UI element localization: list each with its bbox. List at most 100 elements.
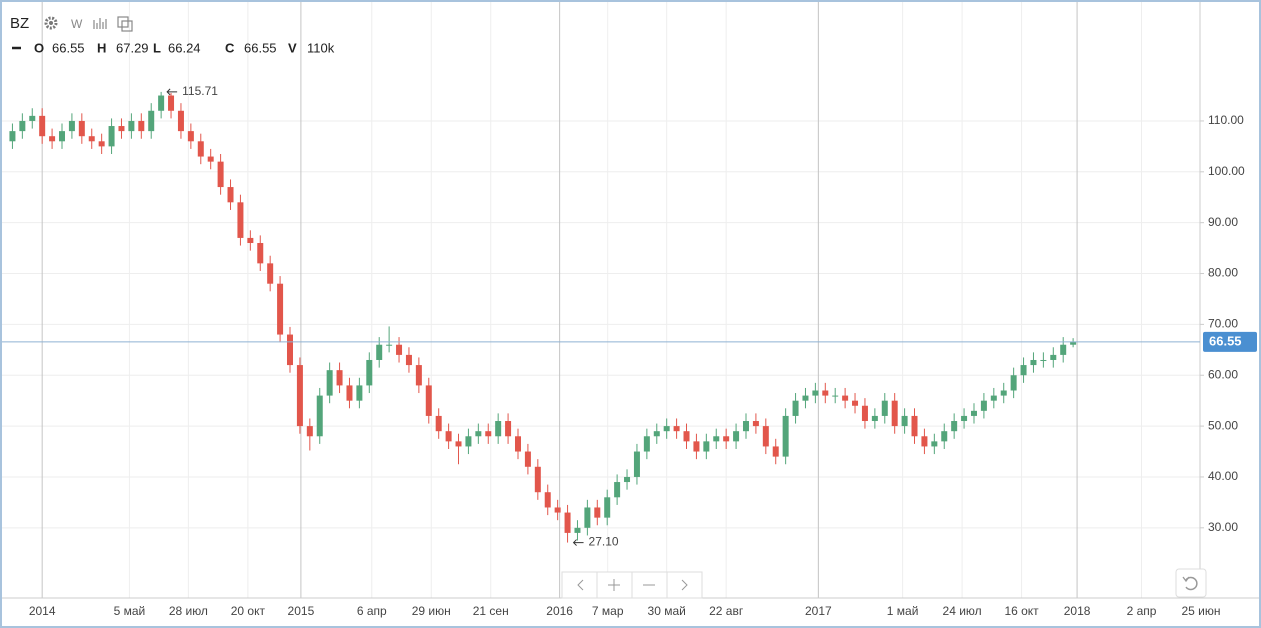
zoom-in[interactable] (608, 572, 633, 598)
x-tick-label: 2 апр (1127, 604, 1157, 618)
candle-body (495, 421, 502, 437)
candle-body (39, 115, 46, 137)
candle-body (524, 451, 531, 467)
candle-body (197, 141, 204, 157)
candle-body (534, 466, 541, 493)
candle-body (544, 492, 551, 508)
scroll-left[interactable] (577, 572, 598, 598)
x-tick-label: 6 апр (357, 604, 387, 618)
candle-body (643, 436, 650, 452)
candle-body (871, 415, 878, 422)
candle-body (29, 115, 36, 121)
candle-body (316, 395, 323, 437)
candle-body (980, 400, 987, 411)
x-tick-label: 16 окт (1004, 604, 1039, 618)
candle-body (762, 426, 769, 447)
indicator-icon[interactable] (93, 18, 107, 29)
candle-body (207, 156, 214, 162)
candle-body (1070, 341, 1077, 345)
candle-body (366, 359, 373, 386)
y-tick-label: 100.00 (1208, 164, 1245, 178)
candle-body (475, 431, 482, 437)
candle-body (187, 131, 194, 142)
candle-body (148, 110, 155, 132)
settings-icon[interactable] (44, 16, 58, 30)
ohlc-legend: O 66.55 H 67.29 L 66.24 C 66.55 V 110k (34, 40, 335, 55)
candle-body (911, 415, 918, 437)
reset-button[interactable] (1175, 568, 1207, 598)
candle-body (425, 385, 432, 416)
candle-body (653, 431, 660, 437)
symbol[interactable]: BZ (10, 15, 29, 32)
candle-body (227, 187, 234, 203)
last-price-label: 66.55 (1209, 333, 1242, 348)
candle-body (1030, 359, 1037, 366)
scroll-right[interactable] (681, 579, 688, 591)
legend-value: 66.55 (52, 40, 85, 55)
candle-body (723, 436, 730, 442)
interval[interactable]: W (71, 17, 83, 31)
candle-body (505, 421, 512, 437)
x-tick-label: 21 сен (473, 604, 509, 618)
candle-body (733, 431, 740, 442)
candle-body (118, 126, 125, 132)
candle-body (9, 131, 16, 142)
candle-body (742, 421, 749, 432)
candle-body (842, 395, 849, 401)
candle-body (564, 512, 571, 533)
candle-body (49, 136, 56, 142)
candle-body (306, 426, 313, 437)
candle-body (802, 395, 809, 401)
candle-body (296, 365, 303, 427)
candle-body (614, 482, 621, 498)
candle-body (336, 370, 343, 386)
candle-body (1040, 359, 1047, 361)
candle-body (901, 415, 908, 427)
legend-value: 67.29 (116, 40, 149, 55)
candle-body (88, 136, 95, 142)
x-tick-label: 2016 (546, 604, 573, 618)
candle-body (921, 436, 928, 447)
x-tick-label: 5 май (114, 604, 146, 618)
candle-body (485, 431, 492, 437)
candle-body (435, 415, 442, 432)
candle-body (693, 441, 700, 452)
candle-body (19, 120, 26, 132)
legend-key: C (225, 40, 235, 55)
candle-body (554, 507, 561, 513)
x-tick-label: 2017 (805, 604, 832, 618)
annotation-arrow (166, 88, 178, 96)
y-tick-label: 50.00 (1208, 418, 1238, 432)
candle-body (673, 426, 680, 432)
candle-body (663, 426, 670, 432)
candle-body (574, 527, 581, 533)
x-tick-label: 2018 (1064, 604, 1091, 618)
grid (2, 2, 1200, 598)
compare-icon[interactable] (117, 16, 133, 32)
candle-body (445, 431, 452, 442)
candle-body (703, 441, 710, 452)
candle-body (951, 421, 958, 432)
candle-body (386, 344, 393, 346)
candle-body (267, 263, 274, 284)
candle-body (177, 110, 184, 132)
candle-body (168, 95, 175, 111)
candle-body (852, 400, 859, 406)
candle-body (604, 497, 611, 518)
candle-body (128, 120, 135, 132)
y-tick-label: 80.00 (1208, 266, 1238, 280)
candle-body (961, 415, 968, 422)
annotation-label: 27.10 (589, 535, 619, 549)
candle-body (1050, 354, 1057, 360)
annotation-arrow (572, 539, 584, 546)
x-tick-label: 1 май (887, 604, 919, 618)
candle-body (881, 400, 888, 416)
candle-body (78, 120, 85, 137)
candle-body (356, 385, 363, 401)
candle-body (832, 395, 839, 397)
candle-body (822, 390, 829, 396)
candle-body (1000, 390, 1007, 396)
zoom-out[interactable] (643, 572, 668, 598)
candle-body (792, 400, 799, 416)
